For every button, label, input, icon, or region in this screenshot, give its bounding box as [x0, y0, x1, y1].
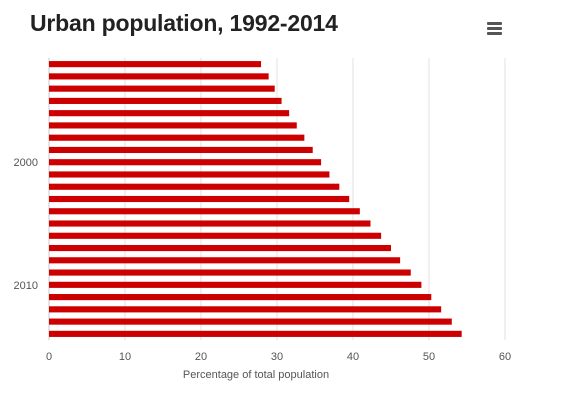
- x-axis-title: Percentage of total population: [183, 369, 329, 381]
- bar-1998[interactable]: [49, 134, 305, 141]
- bar-2005[interactable]: [49, 220, 371, 227]
- bar-1994[interactable]: [49, 85, 275, 92]
- menu-line: [487, 22, 502, 25]
- bar-2000[interactable]: [49, 159, 322, 166]
- hamburger-menu-icon[interactable]: [481, 19, 507, 39]
- bars: [49, 61, 462, 337]
- x-axis-labels: 0 10 20 30 40 50 60: [46, 351, 511, 363]
- y-axis-labels: 2000 2010: [14, 157, 38, 292]
- bar-1993[interactable]: [49, 73, 269, 80]
- bar-1992[interactable]: [49, 61, 262, 68]
- bar-2008[interactable]: [49, 257, 401, 264]
- x-tick-label: 50: [423, 351, 435, 363]
- menu-line: [487, 27, 502, 30]
- bar-1999[interactable]: [49, 146, 313, 154]
- y-tick-label: 2000: [14, 157, 38, 169]
- bar-2004[interactable]: [49, 208, 360, 215]
- x-tick-label: 60: [499, 351, 511, 363]
- bar-1997[interactable]: [49, 122, 297, 129]
- bar-2006[interactable]: [49, 232, 382, 239]
- bar-2002[interactable]: [49, 183, 340, 190]
- x-tick-label: 0: [46, 351, 52, 363]
- bar-2010[interactable]: [49, 281, 422, 288]
- x-tick-label: 10: [119, 351, 131, 363]
- y-tick-label: 2010: [14, 280, 38, 292]
- chart-title: Urban population, 1992-2014: [30, 10, 338, 36]
- bar-2014[interactable]: [49, 330, 462, 337]
- x-tick-label: 30: [271, 351, 283, 363]
- menu-line: [487, 32, 502, 35]
- bar-2003[interactable]: [49, 195, 350, 203]
- x-tick-label: 40: [347, 351, 359, 363]
- bar-2012[interactable]: [49, 306, 442, 313]
- x-tick-label: 20: [195, 351, 207, 363]
- bar-1996[interactable]: [49, 110, 290, 117]
- bar-2011[interactable]: [49, 294, 432, 301]
- bar-2007[interactable]: [49, 244, 391, 252]
- bar-2001[interactable]: [49, 171, 330, 178]
- bar-2013[interactable]: [49, 318, 452, 325]
- bar-1995[interactable]: [49, 97, 282, 104]
- bar-2009[interactable]: [49, 269, 411, 276]
